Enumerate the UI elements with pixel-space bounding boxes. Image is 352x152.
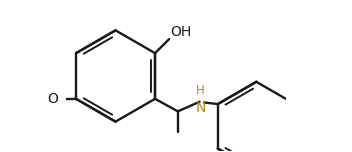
Text: OH: OH	[170, 25, 191, 39]
Text: O: O	[47, 92, 58, 106]
Text: N: N	[195, 101, 206, 115]
Text: H: H	[196, 84, 205, 97]
